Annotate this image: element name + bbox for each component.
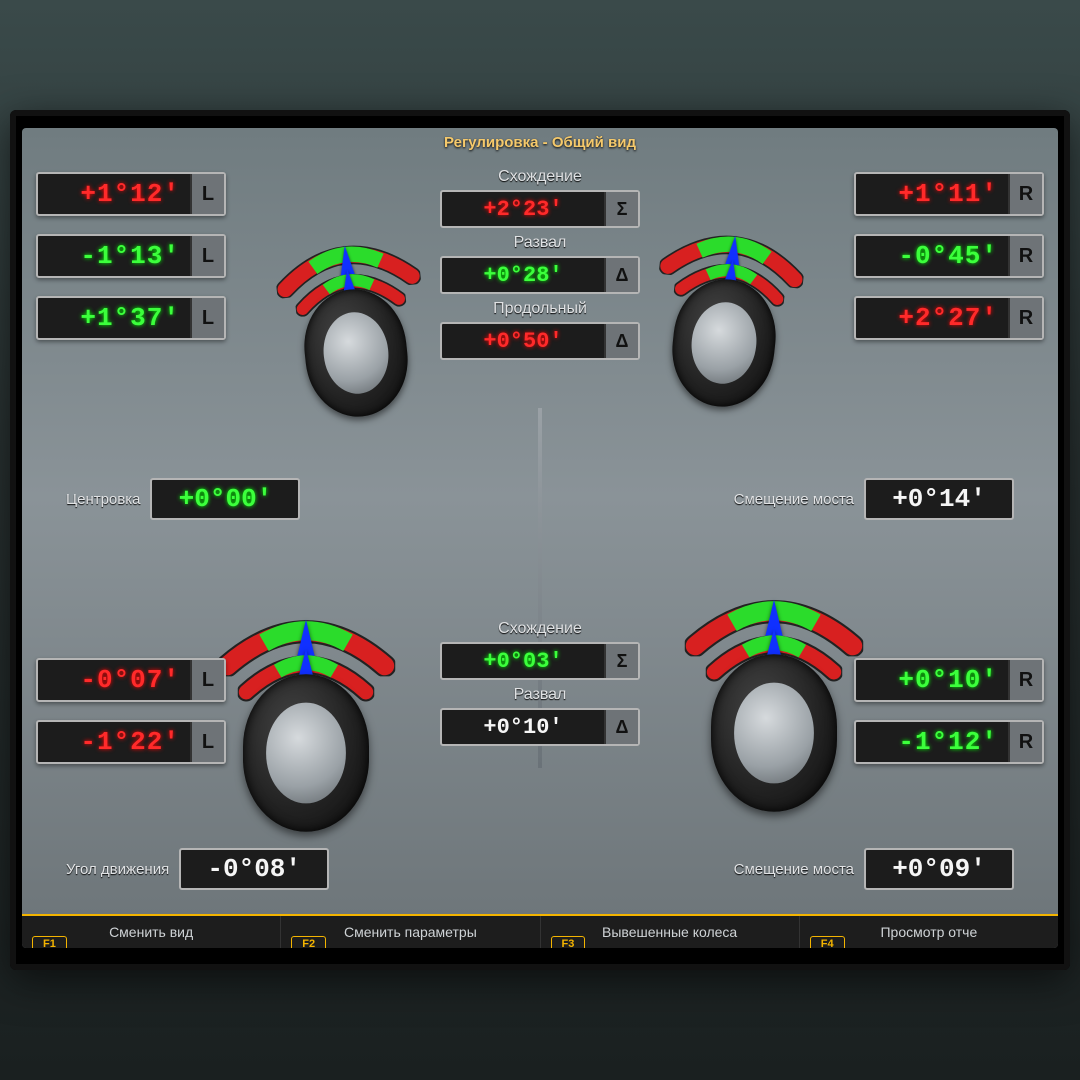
center-readout-symbol: Δ bbox=[604, 710, 638, 744]
axle-offset-front-label: Смещение моста bbox=[734, 491, 854, 508]
monitor-frame: Регулировка - Общий вид bbox=[10, 110, 1070, 970]
side-tag: R bbox=[1008, 660, 1042, 700]
function-key-label: F1 bbox=[32, 936, 67, 948]
side-tag: L bbox=[190, 236, 224, 276]
readout-value: -1°22' bbox=[38, 722, 190, 762]
function-button-label: Сменить параметры bbox=[344, 924, 477, 940]
thrust-angle-label: Угол движения bbox=[66, 861, 169, 878]
front-left-readouts: +1°12'L-1°13'L+1°37'L bbox=[36, 172, 226, 358]
axle-offset-rear-value: +0°09' bbox=[864, 848, 1014, 890]
readout-box: +1°11'R bbox=[854, 172, 1044, 216]
function-button-label: Вывешенные колеса bbox=[602, 924, 737, 940]
front-right-readouts: +1°11'R-0°45'R+2°27'R bbox=[854, 172, 1044, 358]
readout-box: -1°12'R bbox=[854, 720, 1044, 764]
center-readout-value: +2°23' bbox=[442, 192, 604, 226]
centering-label: Центровка bbox=[66, 491, 140, 508]
rear-left-readouts: -0°07'L-1°22'L bbox=[36, 658, 226, 782]
readout-value: +1°12' bbox=[38, 174, 190, 214]
screen: Регулировка - Общий вид bbox=[22, 128, 1058, 948]
thrust-angle-value: -0°08' bbox=[179, 848, 329, 890]
side-tag: L bbox=[190, 174, 224, 214]
thrust-angle-readout: Угол движения -0°08' bbox=[66, 848, 329, 890]
wheel-rear-right bbox=[711, 654, 837, 812]
wheel-rear-left bbox=[243, 674, 369, 832]
center-readout-value: +0°10' bbox=[442, 710, 604, 744]
readout-value: +0°10' bbox=[856, 660, 1008, 700]
readout-value: -1°12' bbox=[856, 722, 1008, 762]
function-button-label: Просмотр отче bbox=[880, 924, 977, 940]
center-readout-value: +0°50' bbox=[442, 324, 604, 358]
readout-box: +2°27'R bbox=[854, 296, 1044, 340]
readout-value: -0°45' bbox=[856, 236, 1008, 276]
centering-value: +0°00' bbox=[150, 478, 300, 520]
function-key-label: F3 bbox=[551, 936, 586, 948]
center-readout-symbol: Δ bbox=[604, 258, 638, 292]
readout-box: +0°10'R bbox=[854, 658, 1044, 702]
rear-right-readouts: +0°10'R-1°12'R bbox=[854, 658, 1044, 782]
axle-offset-rear-label: Смещение моста bbox=[734, 861, 854, 878]
side-tag: L bbox=[190, 660, 224, 700]
side-tag: L bbox=[190, 298, 224, 338]
readout-value: +2°27' bbox=[856, 298, 1008, 338]
center-top-readouts: Схождение+2°23'ΣРазвал+0°28'ΔПродольный+… bbox=[440, 166, 640, 364]
center-label: Продольный bbox=[440, 298, 640, 322]
function-button-f4[interactable]: F4 Просмотр отче bbox=[800, 916, 1058, 948]
wheel-front-left bbox=[299, 284, 414, 421]
center-readout-box: +0°28'Δ bbox=[440, 256, 640, 294]
readout-box: -1°22'L bbox=[36, 720, 226, 764]
side-tag: R bbox=[1008, 236, 1042, 276]
center-readout-value: +0°03' bbox=[442, 644, 604, 678]
readout-value: +1°11' bbox=[856, 174, 1008, 214]
center-readout-symbol: Δ bbox=[604, 324, 638, 358]
side-tag: L bbox=[190, 722, 224, 762]
center-readout-box: +0°10'Δ bbox=[440, 708, 640, 746]
axle-offset-front-readout: Смещение моста +0°14' bbox=[734, 478, 1014, 520]
function-button-f3[interactable]: F3 Вывешенные колеса bbox=[541, 916, 800, 948]
readout-box: -1°13'L bbox=[36, 234, 226, 278]
centering-readout: Центровка +0°00' bbox=[66, 478, 300, 520]
function-button-f1[interactable]: F1 Сменить вид bbox=[22, 916, 281, 948]
function-button-f2[interactable]: F2 Сменить параметры bbox=[281, 916, 540, 948]
side-tag: R bbox=[1008, 298, 1042, 338]
function-key-row: F1 Сменить вид F2 Сменить параметры F3 Вывеше… bbox=[22, 914, 1058, 948]
side-tag: R bbox=[1008, 174, 1042, 214]
readout-box: +1°37'L bbox=[36, 296, 226, 340]
rim-rl bbox=[266, 703, 347, 804]
center-label: Схождение bbox=[440, 618, 640, 642]
center-label: Развал bbox=[440, 684, 640, 708]
axle-offset-front-value: +0°14' bbox=[864, 478, 1014, 520]
center-readout-box: +2°23'Σ bbox=[440, 190, 640, 228]
readout-value: -1°13' bbox=[38, 236, 190, 276]
readout-box: +1°12'L bbox=[36, 172, 226, 216]
rim-rr bbox=[734, 683, 815, 784]
center-readout-value: +0°28' bbox=[442, 258, 604, 292]
function-button-label: Сменить вид bbox=[109, 924, 193, 940]
center-label: Схождение bbox=[440, 166, 640, 190]
center-bottom-readouts: Схождение+0°03'Σ Развал+0°10'Δ bbox=[440, 618, 640, 750]
function-key-label: F2 bbox=[291, 936, 326, 948]
center-label: Развал bbox=[440, 232, 640, 256]
page-title: Регулировка - Общий вид bbox=[22, 128, 1058, 159]
content-area: +1°12'L-1°13'L+1°37'L +1°11'R-0°45'R+2°2… bbox=[36, 158, 1044, 910]
readout-value: +1°37' bbox=[38, 298, 190, 338]
readout-value: -0°07' bbox=[38, 660, 190, 700]
axle-offset-rear-readout: Смещение моста +0°09' bbox=[734, 848, 1014, 890]
center-readout-symbol: Σ bbox=[604, 192, 638, 226]
readout-box: -0°07'L bbox=[36, 658, 226, 702]
side-tag: R bbox=[1008, 722, 1042, 762]
wheel-front-right bbox=[667, 274, 782, 411]
readout-box: -0°45'R bbox=[854, 234, 1044, 278]
center-readout-symbol: Σ bbox=[604, 644, 638, 678]
center-readout-box: +0°03'Σ bbox=[440, 642, 640, 680]
function-key-label: F4 bbox=[810, 936, 845, 948]
center-readout-box: +0°50'Δ bbox=[440, 322, 640, 360]
